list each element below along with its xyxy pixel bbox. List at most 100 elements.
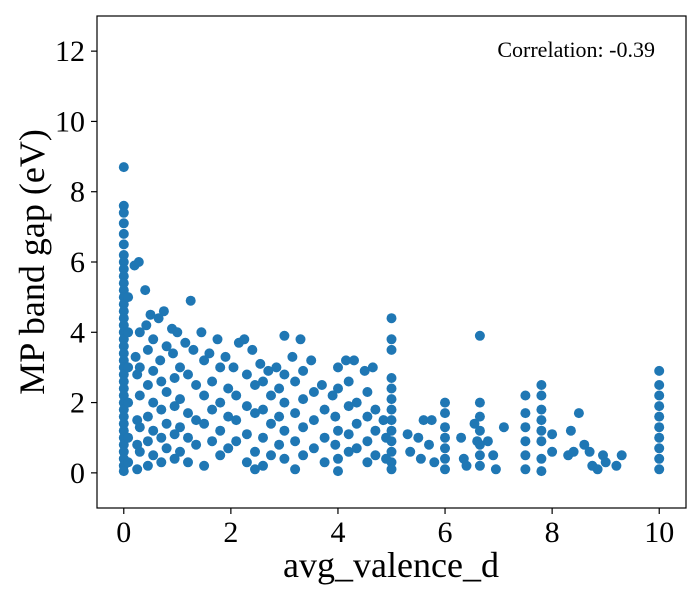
scatter-point <box>274 383 285 394</box>
scatter-point <box>241 429 252 440</box>
scatter-point <box>654 380 665 390</box>
scatter-point <box>520 390 531 401</box>
scatter-point <box>169 453 180 464</box>
scatter-point <box>161 341 172 352</box>
scatter-point <box>474 450 485 461</box>
scatter-point <box>142 436 153 447</box>
scatter-point <box>536 415 547 426</box>
x-axis-label: avg_valence_d <box>283 545 499 585</box>
scatter-point <box>279 330 290 341</box>
scatter-point <box>415 453 426 464</box>
scatter-point <box>118 341 129 352</box>
scatter-point <box>196 327 207 338</box>
scatter-point <box>118 271 129 282</box>
scatter-point <box>426 415 437 426</box>
scatter-point <box>118 239 129 250</box>
scatter-point <box>183 408 193 419</box>
scatter-point <box>266 418 276 429</box>
scatter-point <box>386 344 397 355</box>
scatter-point <box>142 344 153 355</box>
scatter-point <box>378 415 389 426</box>
scatter-point <box>536 466 547 477</box>
scatter-point <box>402 429 413 440</box>
scatter-point <box>148 397 159 408</box>
scatter-point <box>424 439 434 450</box>
scatter-point <box>180 337 191 348</box>
scatter-point <box>474 425 485 436</box>
scatter-point <box>123 397 134 408</box>
scatter-point <box>611 460 622 471</box>
scatter-point <box>191 415 202 426</box>
scatter-point <box>158 306 169 317</box>
scatter-point <box>654 401 665 412</box>
scatter-point <box>362 457 373 468</box>
scatter-point <box>175 422 185 433</box>
scatter-point <box>573 408 584 419</box>
scatter-point <box>250 408 260 419</box>
scatter-point <box>418 415 429 426</box>
scatter-point <box>362 436 373 447</box>
scatter-point <box>241 369 252 380</box>
scatter-point <box>118 446 129 457</box>
scatter-point <box>123 327 134 338</box>
x-tick-label: 0 <box>116 516 131 549</box>
scatter-point <box>341 355 351 366</box>
scatter-point <box>592 464 603 475</box>
scatter-point <box>169 429 180 440</box>
scatter-point <box>258 432 268 443</box>
scatter-point <box>141 320 152 331</box>
y-tick-label: 10 <box>55 105 85 138</box>
scatter-point <box>349 355 359 366</box>
scatter-point <box>118 313 129 324</box>
scatter-point <box>250 446 260 457</box>
scatter-point <box>482 436 493 447</box>
scatter-point <box>118 383 129 394</box>
scatter-point <box>142 380 153 390</box>
scatter-point <box>654 411 665 422</box>
scatter-point <box>239 334 250 345</box>
scatter-point <box>266 450 276 461</box>
scatter-point <box>568 446 579 457</box>
scatter-point <box>362 411 373 422</box>
scatter-point <box>118 200 129 211</box>
scatter-point <box>386 334 397 345</box>
scatter-point <box>175 394 185 405</box>
scatter-point <box>330 439 341 450</box>
scatter-point <box>118 257 129 267</box>
scatter-point <box>474 397 485 408</box>
scatter-point <box>333 383 343 394</box>
scatter-point <box>308 387 319 397</box>
scatter-point <box>199 460 210 471</box>
scatter-point <box>343 446 354 457</box>
scatter-point <box>290 464 301 475</box>
scatter-point <box>118 411 129 422</box>
scatter-point <box>308 443 319 454</box>
x-tick-label: 2 <box>223 516 238 549</box>
scatter-point <box>223 411 234 422</box>
scatter-point <box>490 464 501 475</box>
scatter-point <box>123 457 134 468</box>
scatter-point <box>536 404 547 415</box>
scatter-point <box>440 432 450 443</box>
scatter-point <box>145 309 156 320</box>
scatter-point <box>148 450 159 461</box>
scatter-point <box>258 376 268 387</box>
scatter-point <box>142 460 153 471</box>
scatter-point <box>319 432 330 443</box>
scatter-point <box>118 278 129 289</box>
scatter-point <box>327 390 338 401</box>
scatter-point <box>298 450 309 461</box>
scatter-point <box>204 348 215 359</box>
scatter-point <box>207 376 218 387</box>
y-axis-ticks: 0 2 4 6 8 10 12 <box>55 35 97 490</box>
scatter-point <box>565 425 576 436</box>
scatter-point <box>536 380 547 390</box>
scatter-point <box>386 394 397 405</box>
y-tick-label: 6 <box>70 246 85 279</box>
scatter-point <box>370 404 381 415</box>
scatter-point <box>536 436 547 447</box>
scatter-point <box>386 457 397 468</box>
scatter-point <box>279 369 290 380</box>
scatter-point <box>461 460 472 471</box>
y-tick-label: 4 <box>70 316 85 349</box>
